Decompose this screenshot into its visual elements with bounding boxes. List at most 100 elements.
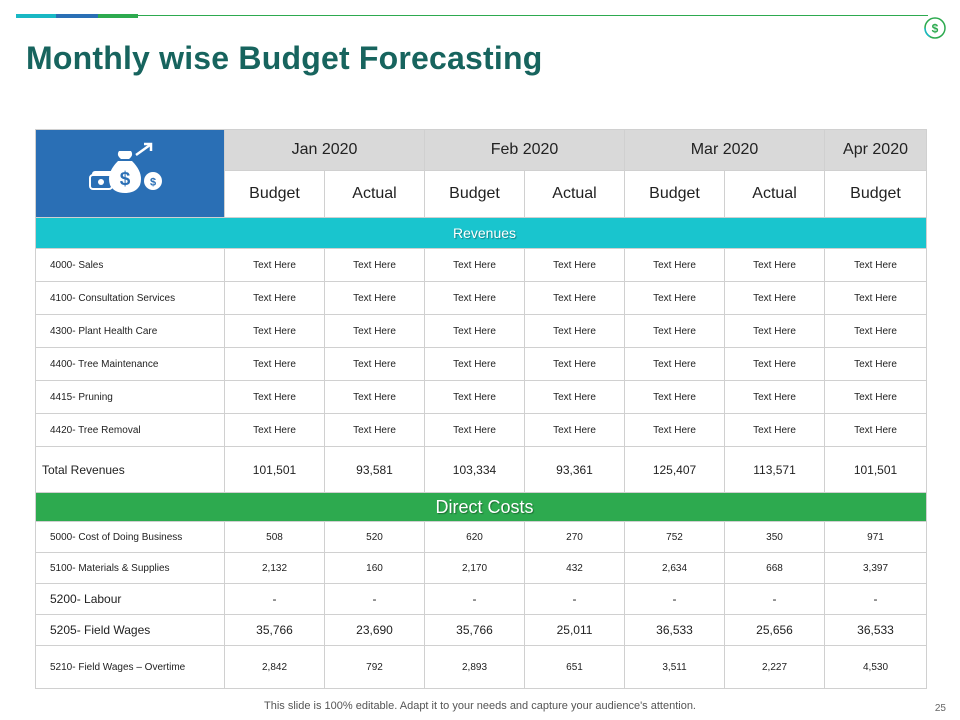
value-cell: Text Here xyxy=(824,281,928,315)
value-cell: 101,501 xyxy=(224,446,325,493)
month-header-jan: Jan 2020 xyxy=(224,129,425,171)
value-cell: Text Here xyxy=(523,380,626,414)
value-cell: 113,571 xyxy=(724,446,826,493)
svg-text:$: $ xyxy=(932,22,939,36)
row-label: 5200- Labour xyxy=(35,583,225,615)
value-cell: Text Here xyxy=(324,380,425,414)
value-cell: Text Here xyxy=(824,380,928,414)
value-cell: Text Here xyxy=(824,413,928,447)
value-cell: Text Here xyxy=(824,248,928,282)
value-cell: 792 xyxy=(324,645,425,689)
value-cell: - xyxy=(224,583,325,615)
section-revenues-label: Revenues xyxy=(34,217,928,249)
value-cell: Text Here xyxy=(724,413,826,447)
value-cell: Text Here xyxy=(224,347,325,381)
table-row: 5205- Field Wages 35,766 23,690 35,766 25,01… xyxy=(35,614,928,646)
value-cell: 36,533 xyxy=(824,614,928,646)
value-cell: Text Here xyxy=(523,314,626,348)
row-label: 4100- Consultation Services xyxy=(35,281,225,315)
value-cell: Text Here xyxy=(624,314,726,348)
value-cell: Text Here xyxy=(324,413,425,447)
subheader-cell: Actual xyxy=(523,170,626,218)
table-row: 5100- Materials & Supplies 2,132 160 2,170 4… xyxy=(35,552,928,584)
value-cell: Text Here xyxy=(523,413,626,447)
footer-note: This slide is 100% editable. Adapt it to… xyxy=(264,700,696,712)
value-cell: Text Here xyxy=(724,314,826,348)
value-cell: Text Here xyxy=(724,380,826,414)
value-cell: Text Here xyxy=(523,347,626,381)
value-cell: Text Here xyxy=(224,380,325,414)
value-cell: Text Here xyxy=(624,281,726,315)
row-label: Total Revenues xyxy=(35,446,225,493)
value-cell: 3,397 xyxy=(824,552,928,584)
value-cell: Text Here xyxy=(324,248,425,282)
value-cell: 101,501 xyxy=(824,446,928,493)
value-cell: Text Here xyxy=(324,314,425,348)
value-cell: 35,766 xyxy=(424,614,525,646)
table-row: 4400- Tree Maintenance Text Here Text Here… xyxy=(35,347,928,381)
table-row: 4100- Consultation Services Text Here Text… xyxy=(35,281,928,315)
subheader-cell: Actual xyxy=(324,170,425,218)
top-accent-bars xyxy=(16,14,138,18)
section-direct-costs: Direct Costs xyxy=(34,492,928,522)
value-cell: 4,530 xyxy=(824,645,928,689)
value-cell: 2,893 xyxy=(424,645,525,689)
svg-text:$: $ xyxy=(120,169,131,190)
value-cell: Text Here xyxy=(523,281,626,315)
table-row: 4300- Plant Health Care Text Here Text Her… xyxy=(35,314,928,348)
subheader-cell: Budget xyxy=(424,170,525,218)
table-row: 4000- Sales Text Here Text Here Text Here Te… xyxy=(35,248,928,282)
table-row: 5210- Field Wages – Overtime 2,842 792 2,89… xyxy=(35,645,928,689)
value-cell: Text Here xyxy=(824,347,928,381)
table-row: 5000- Cost of Doing Business 508 520 620 270… xyxy=(35,521,928,553)
value-cell: - xyxy=(324,583,425,615)
value-cell: 2,842 xyxy=(224,645,325,689)
value-cell: Text Here xyxy=(424,347,525,381)
value-cell: 36,533 xyxy=(624,614,726,646)
value-cell: 620 xyxy=(424,521,525,553)
value-cell: Text Here xyxy=(224,413,325,447)
section-revenues: Revenues xyxy=(34,217,928,249)
subheader-cell: Budget xyxy=(824,170,928,218)
subheader-cell: Budget xyxy=(624,170,726,218)
row-label: 4420- Tree Removal xyxy=(35,413,225,447)
month-header-mar: Mar 2020 xyxy=(624,129,826,171)
svg-text:$: $ xyxy=(150,177,156,189)
row-label: 5205- Field Wages xyxy=(35,614,225,646)
value-cell: - xyxy=(824,583,928,615)
subheader-cell: Actual xyxy=(724,170,826,218)
value-cell: Text Here xyxy=(624,248,726,282)
value-cell: 651 xyxy=(523,645,626,689)
value-cell: Text Here xyxy=(724,347,826,381)
value-cell: Text Here xyxy=(324,281,425,315)
value-cell: Text Here xyxy=(424,314,525,348)
value-cell: 2,227 xyxy=(724,645,826,689)
table-row: 5200- Labour - - - - - - - xyxy=(35,583,928,615)
value-cell: 93,361 xyxy=(523,446,626,493)
value-cell: 520 xyxy=(324,521,425,553)
value-cell: 23,690 xyxy=(324,614,425,646)
section-direct-costs-label: Direct Costs xyxy=(34,492,928,522)
value-cell: 25,656 xyxy=(724,614,826,646)
value-cell: Text Here xyxy=(824,314,928,348)
value-cell: Text Here xyxy=(523,248,626,282)
subheader-row: Budget Actual Budget Actual Budget Actua… xyxy=(36,170,928,218)
accent-bar-blue xyxy=(56,14,98,18)
month-header-row: $ $ Jan 2020 Feb 2020 Mar 2020 Apr 2020 xyxy=(35,129,928,218)
table-row: 4415- Pruning Text Here Text Here Text Here… xyxy=(35,380,928,414)
value-cell: Text Here xyxy=(624,347,726,381)
value-cell: Text Here xyxy=(224,248,325,282)
month-header-feb: Feb 2020 xyxy=(423,129,626,171)
value-cell: 2,170 xyxy=(424,552,525,584)
value-cell: 25,011 xyxy=(523,614,626,646)
value-cell: 160 xyxy=(324,552,425,584)
row-label: 4415- Pruning xyxy=(35,380,225,414)
top-divider-line xyxy=(138,15,928,16)
value-cell: 35,766 xyxy=(224,614,325,646)
month-header-apr: Apr 2020 xyxy=(824,129,928,171)
budget-forecast-table: $ $ Jan 2020 Feb 2020 Mar 2020 Apr 2020 … xyxy=(34,129,928,689)
value-cell: Text Here xyxy=(724,248,826,282)
value-cell: 971 xyxy=(824,521,928,553)
accent-bar-teal xyxy=(16,14,56,18)
value-cell: Text Here xyxy=(424,281,525,315)
